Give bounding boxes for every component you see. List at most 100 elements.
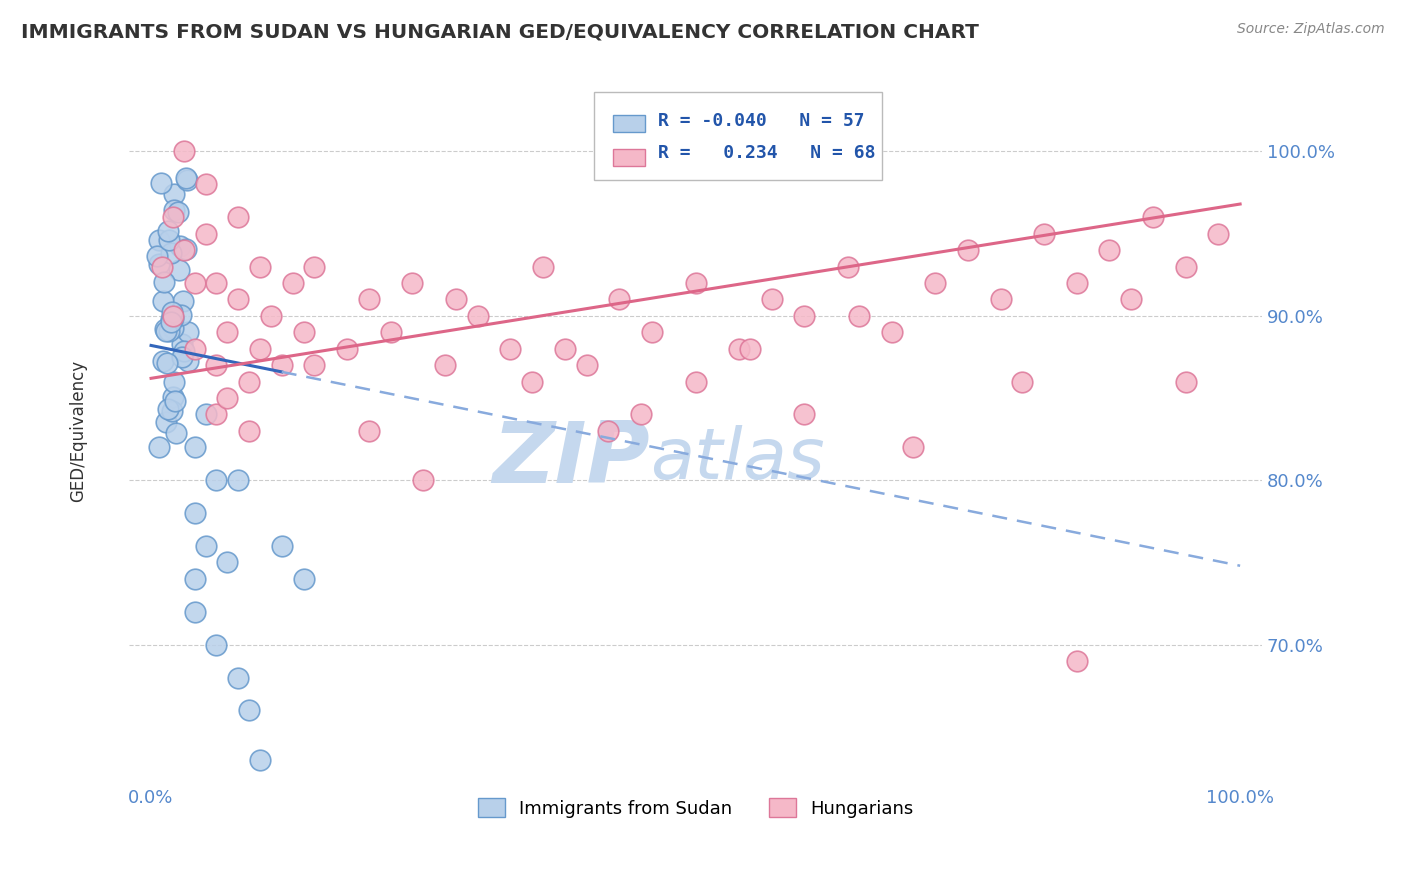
Point	[238, 703, 260, 717]
Point	[183, 441, 205, 455]
Point	[183, 572, 205, 586]
Point	[444, 293, 467, 307]
Point	[903, 441, 925, 455]
Point	[1066, 276, 1088, 290]
Point	[162, 210, 184, 224]
Point	[155, 322, 177, 336]
Point	[156, 356, 179, 370]
Point	[217, 391, 239, 405]
Point	[270, 539, 292, 553]
Text: ZIP: ZIP	[492, 417, 651, 500]
Point	[157, 402, 180, 417]
Point	[357, 424, 380, 438]
Point	[162, 309, 184, 323]
Point	[183, 342, 205, 356]
Point	[162, 310, 184, 325]
Point	[183, 276, 205, 290]
Point	[685, 276, 707, 290]
Point	[554, 342, 576, 356]
Point	[169, 239, 191, 253]
Point	[183, 506, 205, 520]
Point	[148, 233, 170, 247]
Point	[336, 342, 359, 356]
Point	[162, 203, 184, 218]
Point	[738, 342, 761, 356]
Point	[183, 605, 205, 619]
Point	[990, 293, 1012, 307]
FancyBboxPatch shape	[593, 92, 883, 180]
Text: atlas: atlas	[651, 425, 825, 493]
Point	[170, 350, 193, 364]
Point	[793, 309, 815, 323]
Point	[249, 260, 271, 274]
Point	[157, 325, 180, 339]
Point	[292, 326, 315, 340]
Point	[173, 243, 195, 257]
Point	[761, 293, 783, 307]
Point	[793, 408, 815, 422]
Point	[173, 145, 195, 159]
Point	[205, 638, 228, 652]
Point	[226, 671, 249, 685]
Point	[165, 425, 187, 440]
Point	[174, 242, 197, 256]
Point	[163, 187, 186, 202]
Text: GED/Equivalency: GED/Equivalency	[69, 359, 87, 502]
Text: R =   0.234   N = 68: R = 0.234 N = 68	[658, 145, 876, 162]
Point	[170, 309, 193, 323]
Point	[153, 275, 176, 289]
Point	[380, 326, 402, 340]
Point	[172, 294, 194, 309]
Point	[160, 315, 183, 329]
Point	[177, 325, 200, 339]
Point	[160, 403, 183, 417]
Point	[162, 390, 184, 404]
Point	[924, 276, 946, 290]
Point	[157, 233, 180, 247]
Point	[685, 375, 707, 389]
Point	[155, 415, 177, 429]
Point	[217, 326, 239, 340]
Point	[728, 342, 751, 356]
Point	[434, 358, 457, 372]
Point	[260, 309, 283, 323]
Legend: Immigrants from Sudan, Hungarians: Immigrants from Sudan, Hungarians	[471, 791, 921, 825]
Point	[155, 325, 177, 339]
Point	[152, 354, 174, 368]
Point	[837, 260, 859, 274]
Point	[146, 250, 169, 264]
Point	[522, 375, 544, 389]
Point	[357, 293, 380, 307]
Point	[157, 224, 180, 238]
Point	[848, 309, 870, 323]
Point	[226, 293, 249, 307]
Point	[304, 260, 326, 274]
Point	[205, 276, 228, 290]
Point	[1174, 260, 1197, 274]
Point	[194, 408, 217, 422]
Point	[1142, 210, 1164, 224]
Bar	[613, 149, 644, 166]
Point	[412, 473, 434, 487]
Point	[598, 424, 620, 438]
Point	[499, 342, 522, 356]
Point	[160, 304, 183, 318]
Text: Source: ZipAtlas.com: Source: ZipAtlas.com	[1237, 22, 1385, 37]
Point	[1066, 654, 1088, 668]
Point	[1098, 243, 1121, 257]
Point	[1208, 227, 1230, 241]
Point	[575, 358, 598, 372]
Point	[205, 358, 228, 372]
Point	[226, 210, 249, 224]
Point	[1121, 293, 1143, 307]
Point	[162, 321, 184, 335]
Point	[249, 342, 271, 356]
Point	[194, 539, 217, 553]
Point	[1033, 227, 1056, 241]
Point	[194, 227, 217, 241]
Point	[163, 375, 186, 389]
Point	[205, 408, 228, 422]
Point	[152, 293, 174, 308]
Point	[167, 205, 190, 219]
Bar	[613, 115, 644, 132]
